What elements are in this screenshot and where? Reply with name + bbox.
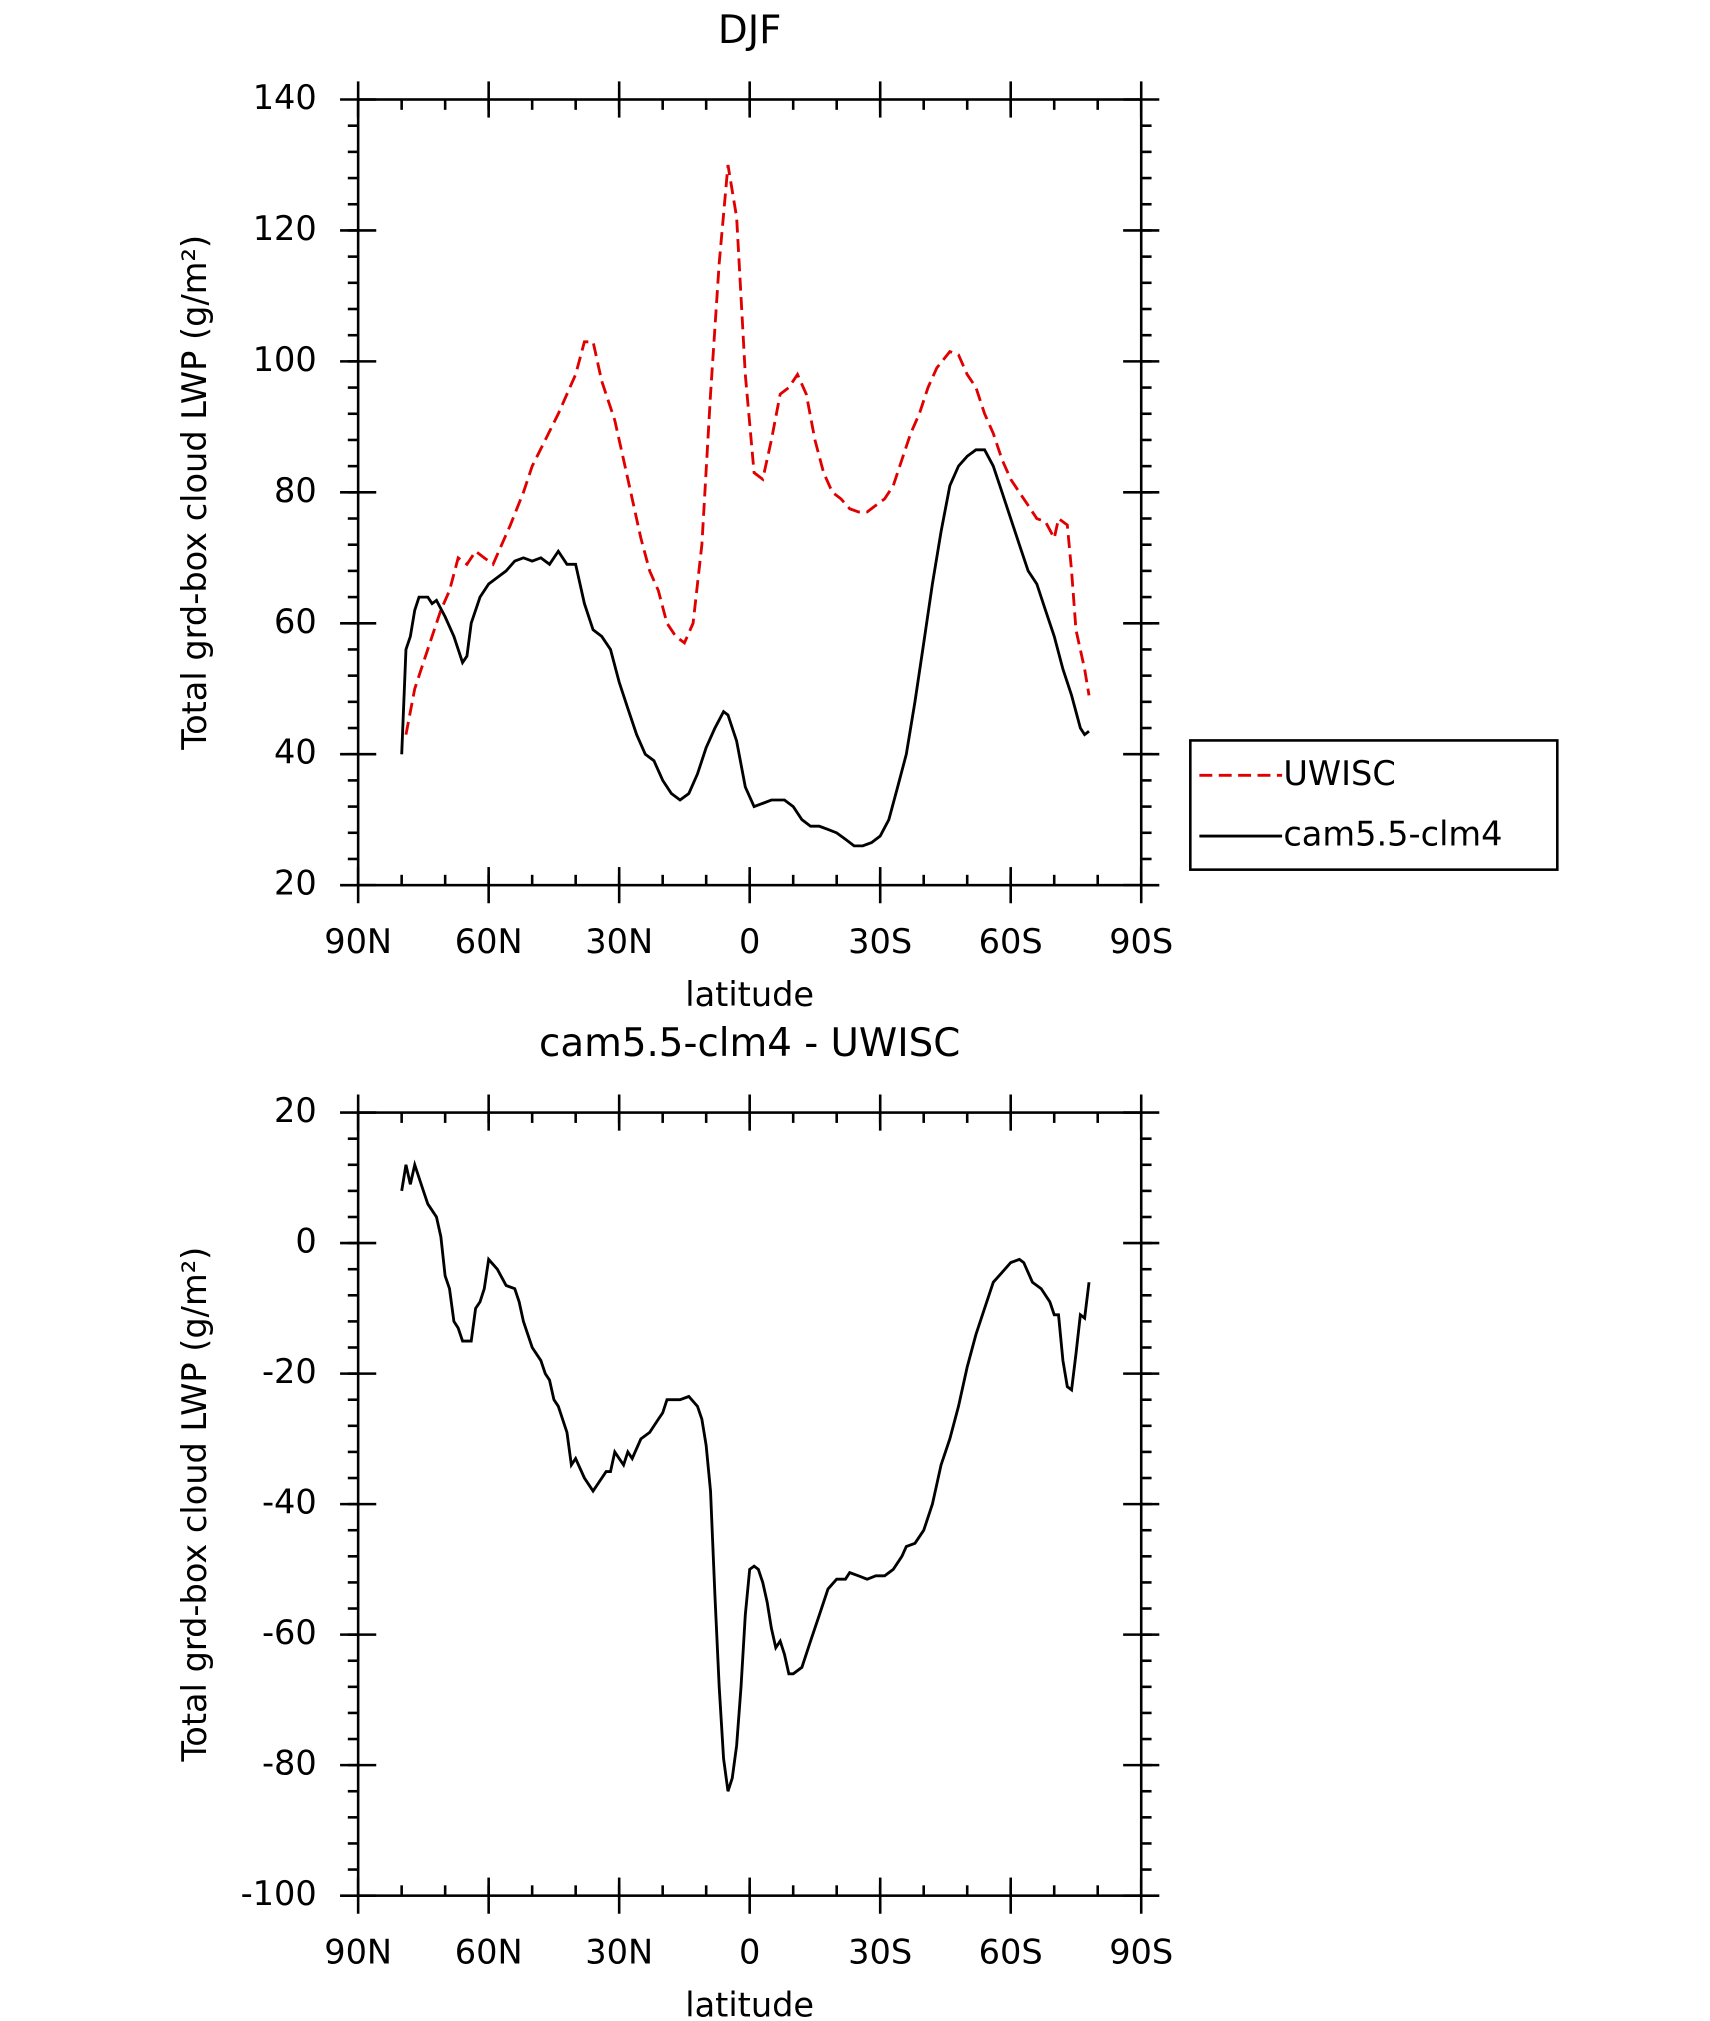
x-tick-label: 60S — [979, 922, 1043, 961]
y-tick-label: 40 — [274, 733, 317, 772]
y-tick-label: -80 — [262, 1744, 317, 1783]
x-tick-label: 60N — [455, 1932, 523, 1971]
x-tick-label: 90N — [324, 922, 392, 961]
y-tick-label: -100 — [241, 1874, 317, 1913]
x-tick-label: 0 — [739, 922, 760, 961]
x-tick-label: 30S — [848, 922, 912, 961]
x-tick-label: 60N — [455, 922, 523, 961]
x-tick-label: 90S — [1109, 922, 1173, 961]
legend-box — [1189, 739, 1559, 871]
y-tick-label: 120 — [253, 209, 317, 248]
x-tick-label: 30S — [848, 1932, 912, 1971]
x-tick-label: 30N — [585, 1932, 653, 1971]
plot-frame — [356, 1111, 1143, 1897]
x-tick-label: 60S — [979, 1932, 1043, 1971]
chart-title: cam5.5-clm4 - UWISC — [539, 1021, 960, 1066]
y-tick-label: 60 — [274, 602, 317, 641]
chart-title: DJF — [718, 8, 782, 53]
x-tick-label: 90S — [1109, 1932, 1173, 1971]
y-tick-label: 100 — [253, 340, 317, 379]
y-tick-label: 140 — [253, 78, 317, 117]
y-tick-label: 20 — [274, 1091, 317, 1130]
y-tick-label: 80 — [274, 471, 317, 510]
y-tick-label: 20 — [274, 864, 317, 903]
x-axis-label: latitude — [685, 1985, 814, 2021]
legend-label: UWISC — [1283, 754, 1395, 793]
legend-label: cam5.5-clm4 — [1283, 815, 1502, 854]
y-tick-label: -60 — [262, 1613, 317, 1652]
x-tick-label: 90N — [324, 1932, 392, 1971]
y-tick-label: -20 — [262, 1352, 317, 1391]
y-axis-label: Total grd-box cloud LWP (g/m²) — [175, 235, 214, 751]
plot-frame — [356, 98, 1143, 887]
data-line — [400, 448, 1090, 848]
y-axis-label: Total grd-box cloud LWP (g/m²) — [175, 1247, 214, 1763]
y-tick-label: -40 — [262, 1483, 317, 1522]
x-tick-label: 0 — [739, 1932, 760, 1971]
x-axis-label: latitude — [685, 975, 814, 1014]
y-tick-label: 0 — [295, 1222, 316, 1261]
x-tick-label: 30N — [585, 922, 653, 961]
data-line — [400, 1159, 1091, 1792]
data-line — [404, 164, 1091, 735]
